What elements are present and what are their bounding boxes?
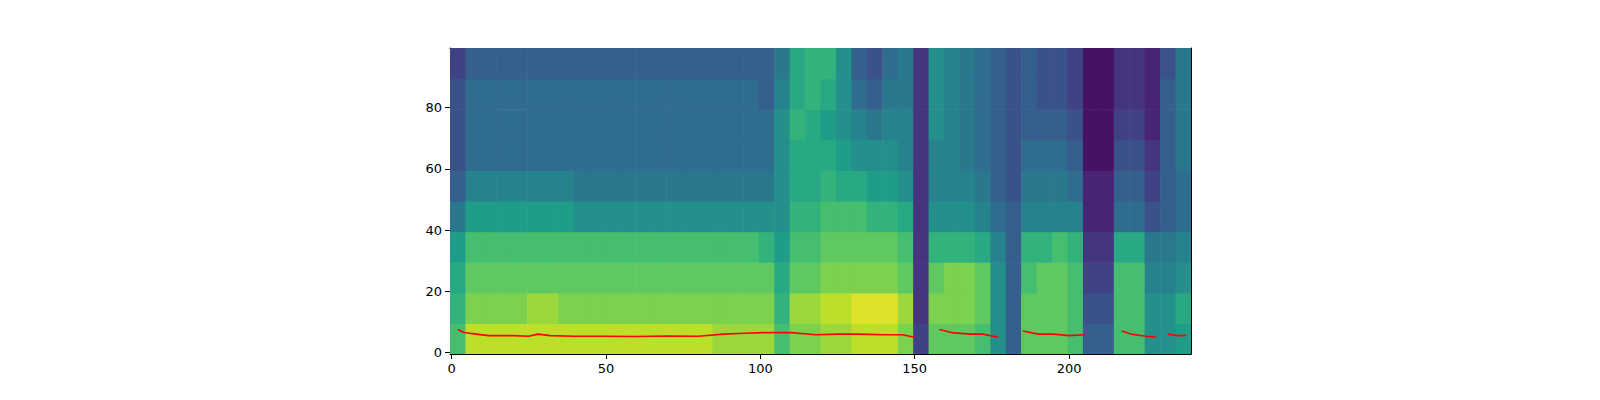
svg-text:50: 50 xyxy=(598,361,615,376)
svg-text:150: 150 xyxy=(902,361,927,376)
svg-text:80: 80 xyxy=(425,100,442,115)
svg-text:60: 60 xyxy=(425,161,442,176)
svg-text:100: 100 xyxy=(748,361,773,376)
svg-text:0: 0 xyxy=(434,345,442,360)
svg-text:0: 0 xyxy=(447,361,455,376)
svg-text:40: 40 xyxy=(425,223,442,238)
svg-text:20: 20 xyxy=(425,284,442,299)
svg-text:200: 200 xyxy=(1057,361,1082,376)
